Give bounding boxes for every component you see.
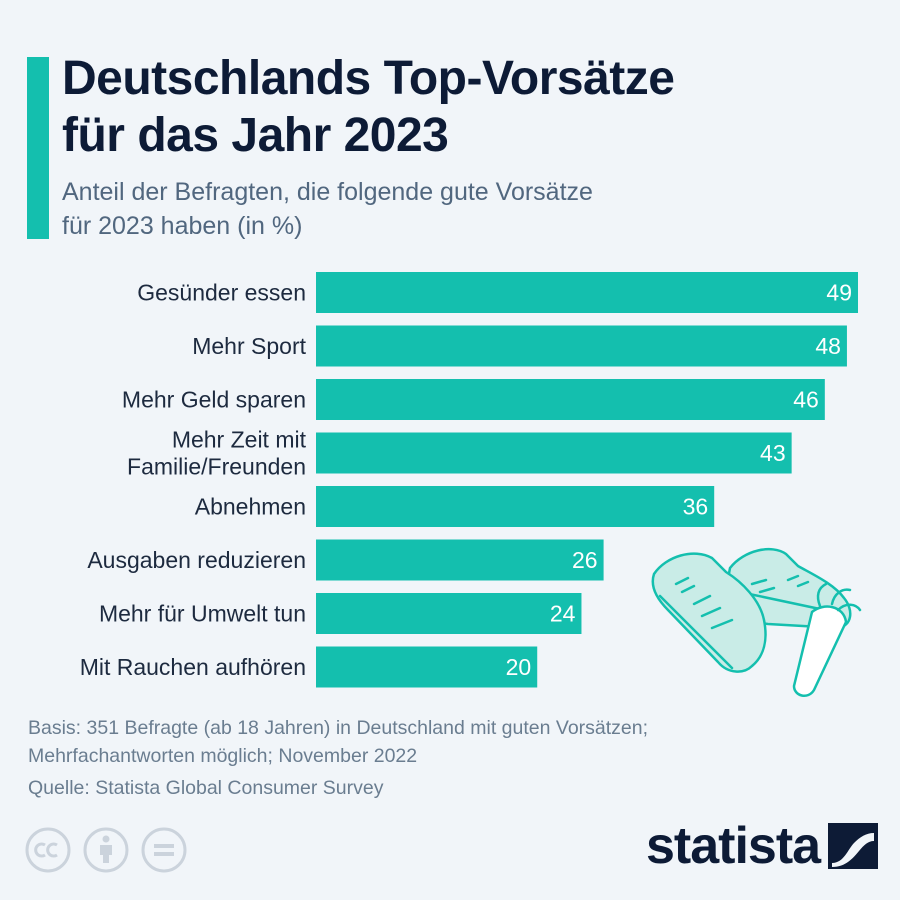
category-label-2: Mehr Geld sparen bbox=[122, 387, 306, 413]
category-label-0-line-0: Gesünder essen bbox=[137, 280, 306, 306]
category-label-4: Abnehmen bbox=[195, 494, 306, 520]
footnote-basis: Basis: 351 Befragte (ab 18 Jahren) in De… bbox=[28, 714, 828, 770]
title-accent-bar bbox=[27, 57, 49, 239]
category-label-1: Mehr Sport bbox=[192, 333, 306, 359]
category-label-3-line-1: Familie/Freunden bbox=[127, 454, 306, 480]
bar-7 bbox=[316, 646, 538, 688]
category-label-6-line-0: Mehr für Umwelt tun bbox=[99, 601, 306, 627]
category-label-6: Mehr für Umwelt tun bbox=[99, 601, 306, 627]
bar-value-label-4: 36 bbox=[683, 494, 709, 520]
bar-1 bbox=[316, 325, 847, 367]
category-label-3: Mehr Zeit mit Familie/Freunden bbox=[127, 427, 307, 480]
footnote-source: Quelle: Statista Global Consumer Survey bbox=[28, 777, 384, 799]
chart-title-line-2: für das Jahr 2023 bbox=[62, 109, 449, 162]
license-icons bbox=[24, 826, 188, 874]
bar-value-label-1: 48 bbox=[815, 333, 841, 359]
bar-3 bbox=[316, 432, 792, 474]
statista-logo-text: statista bbox=[646, 817, 821, 875]
category-label-1-line-0: Mehr Sport bbox=[192, 333, 306, 359]
category-label-7-line-0: Mit Rauchen aufhören bbox=[80, 654, 306, 680]
bar-value-label-6: 24 bbox=[550, 601, 576, 627]
bar-value-label-5: 26 bbox=[572, 547, 598, 573]
category-label-0: Gesünder essen bbox=[137, 280, 306, 306]
chart-title-line-1: Deutschlands Top-Vorsätze bbox=[62, 52, 675, 105]
bar-value-label-7: 20 bbox=[506, 654, 532, 680]
category-label-7: Mit Rauchen aufhören bbox=[80, 654, 306, 680]
chart-subtitle: Anteil der Befragten, die folgende gute … bbox=[62, 175, 782, 243]
no-derivatives-icon[interactable] bbox=[140, 826, 188, 874]
bar-value-label-3: 43 bbox=[760, 440, 786, 466]
carrot-icon bbox=[792, 582, 862, 698]
cc-icon[interactable] bbox=[24, 826, 72, 874]
category-label-3-line-0: Mehr Zeit mit bbox=[172, 427, 307, 453]
bar-value-label-0: 49 bbox=[826, 280, 852, 306]
category-label-5: Ausgaben reduzieren bbox=[87, 547, 306, 573]
footnote-basis-line-2: Mehrfachantworten möglich; November 2022 bbox=[28, 745, 418, 767]
category-label-4-line-0: Abnehmen bbox=[195, 494, 306, 520]
sneakers-icon bbox=[651, 547, 862, 698]
statista-logo[interactable]: statista bbox=[646, 816, 879, 876]
statista-logo-icon bbox=[828, 823, 879, 869]
category-label-2-line-0: Mehr Geld sparen bbox=[122, 387, 306, 413]
bar-2 bbox=[316, 379, 825, 420]
category-label-5-line-0: Ausgaben reduzieren bbox=[87, 547, 306, 573]
chart-subtitle-line-2: für 2023 haben (in %) bbox=[62, 212, 303, 240]
bar-0 bbox=[316, 272, 858, 313]
bar-chart: 49 Gesünder essen 48 Mehr Sport 46 Mehr Geld … bbox=[80, 272, 858, 688]
chart-title: Deutschlands Top-Vorsätze für das Jahr 2… bbox=[62, 50, 862, 164]
bar-5 bbox=[316, 539, 604, 581]
bar-4 bbox=[316, 486, 715, 527]
chart-subtitle-line-1: Anteil der Befragten, die folgende gute … bbox=[62, 178, 593, 206]
bar-value-label-2: 46 bbox=[793, 387, 819, 413]
attribution-icon[interactable] bbox=[82, 826, 130, 874]
bar-6 bbox=[316, 593, 582, 634]
footnote-basis-line-1: Basis: 351 Befragte (ab 18 Jahren) in De… bbox=[28, 717, 649, 739]
